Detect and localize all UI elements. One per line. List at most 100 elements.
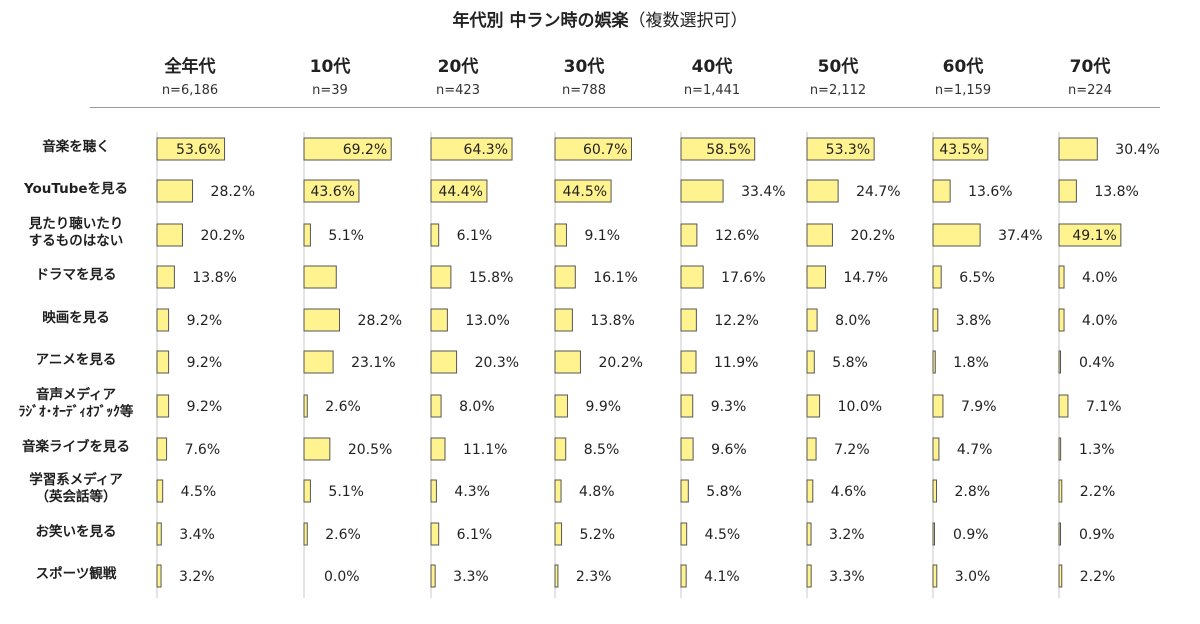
group-sample-size: n=6,186 [161, 83, 219, 98]
category-label: 音声メディア ﾗｼﾞｵ･ｵｰﾃﾞｨｵﾌﾞｯｸ等 [0, 387, 152, 421]
bar [303, 394, 308, 418]
value-label: 24.7% [856, 184, 900, 200]
category-label-line: 音楽ライブを見る [22, 438, 130, 455]
bar [303, 522, 308, 546]
bar [680, 308, 697, 332]
value-label: 13.0% [465, 313, 509, 329]
value-label: 4.1% [704, 569, 740, 585]
bar [554, 223, 567, 247]
bar [806, 522, 812, 546]
value-label: 20.2% [850, 228, 894, 244]
bar [932, 137, 989, 161]
group-header: 60代 n=1,159 [903, 52, 1023, 98]
value-label: 6.1% [457, 228, 493, 244]
value-label: 9.1% [584, 228, 620, 244]
value-label: 15.8% [469, 270, 513, 286]
bar [554, 350, 581, 374]
bar [303, 137, 392, 161]
bar [156, 564, 162, 588]
bar [430, 522, 440, 546]
bar [806, 479, 814, 503]
group-sample-size: n=2,112 [809, 83, 867, 98]
value-label: 43.5% [939, 142, 983, 158]
bar [430, 223, 440, 247]
bar [156, 437, 168, 461]
bar [932, 394, 944, 418]
bar [430, 564, 436, 588]
group-name: 50代 [817, 57, 859, 77]
group-sample-size: n=1,159 [934, 83, 992, 98]
group-sample-size: n=39 [312, 83, 348, 98]
bar [430, 179, 488, 203]
bar [303, 437, 331, 461]
bar [156, 394, 170, 418]
bar [156, 350, 170, 374]
bar [806, 564, 812, 588]
bar [156, 223, 183, 247]
bar [554, 522, 563, 546]
bar [806, 265, 827, 289]
value-label: 3.4% [179, 527, 215, 543]
value-label: 17.6% [721, 270, 765, 286]
group-name: 60代 [942, 57, 984, 77]
value-label: 53.6% [176, 142, 220, 158]
bar [932, 350, 936, 374]
category-label-line: 映画を見る [42, 309, 110, 326]
group-sample-size: n=423 [436, 83, 480, 98]
bar [430, 437, 446, 461]
value-label: 30.4% [1115, 142, 1159, 158]
category-label-line: 音声メディア [35, 387, 117, 403]
group-header: 20代 n=423 [398, 52, 518, 98]
bar [430, 308, 448, 332]
category-label-line: スポーツ観戦 [35, 565, 117, 582]
category-label: 映画を見る [0, 310, 152, 327]
value-label: 2.8% [955, 484, 991, 500]
value-label: 13.8% [192, 270, 236, 286]
value-label: 3.2% [829, 527, 865, 543]
category-label: アニメを見る [0, 352, 152, 369]
bar [554, 179, 612, 203]
category-label-line: （英会話等） [35, 489, 117, 505]
value-label: 2.2% [1080, 569, 1116, 585]
value-label: 69.2% [343, 142, 387, 158]
bar [156, 479, 164, 503]
bar [680, 350, 697, 374]
bar [430, 137, 513, 161]
value-label: 53.3% [826, 142, 870, 158]
value-label: 37.4% [998, 228, 1042, 244]
category-label: 音楽を聴く [0, 139, 152, 156]
bar [1058, 308, 1065, 332]
value-label: 7.6% [185, 442, 221, 458]
bar [680, 223, 698, 247]
value-label: 11.9% [714, 355, 758, 371]
value-label: 9.9% [585, 399, 621, 415]
value-label: 4.5% [181, 484, 217, 500]
bar [303, 223, 311, 247]
value-label: 28.2% [211, 184, 255, 200]
value-label: 10.0% [838, 399, 882, 415]
value-label: 8.0% [459, 399, 495, 415]
value-label: 16.1% [593, 270, 637, 286]
bar [554, 437, 567, 461]
value-label: 7.1% [1086, 399, 1122, 415]
value-label: 7.9% [961, 399, 997, 415]
value-label: 2.3% [576, 569, 612, 585]
group-name: 20代 [437, 57, 479, 77]
bar [554, 394, 568, 418]
group-name: 全年代 [164, 57, 216, 77]
value-label: 4.7% [957, 442, 993, 458]
value-label: 4.5% [705, 527, 741, 543]
bar [932, 308, 939, 332]
bar [932, 179, 951, 203]
value-label: 44.4% [438, 184, 482, 200]
value-label: 3.0% [955, 569, 991, 585]
bar [1058, 437, 1062, 461]
category-label-line: するものはない [28, 233, 124, 249]
value-label: 4.3% [454, 484, 490, 500]
bar [156, 522, 162, 546]
bar [430, 479, 437, 503]
group-header: 全年代 n=6,186 [130, 52, 250, 98]
value-label: 43.6% [310, 184, 354, 200]
group-name: 70代 [1069, 57, 1111, 77]
value-label: 12.6% [715, 228, 759, 244]
